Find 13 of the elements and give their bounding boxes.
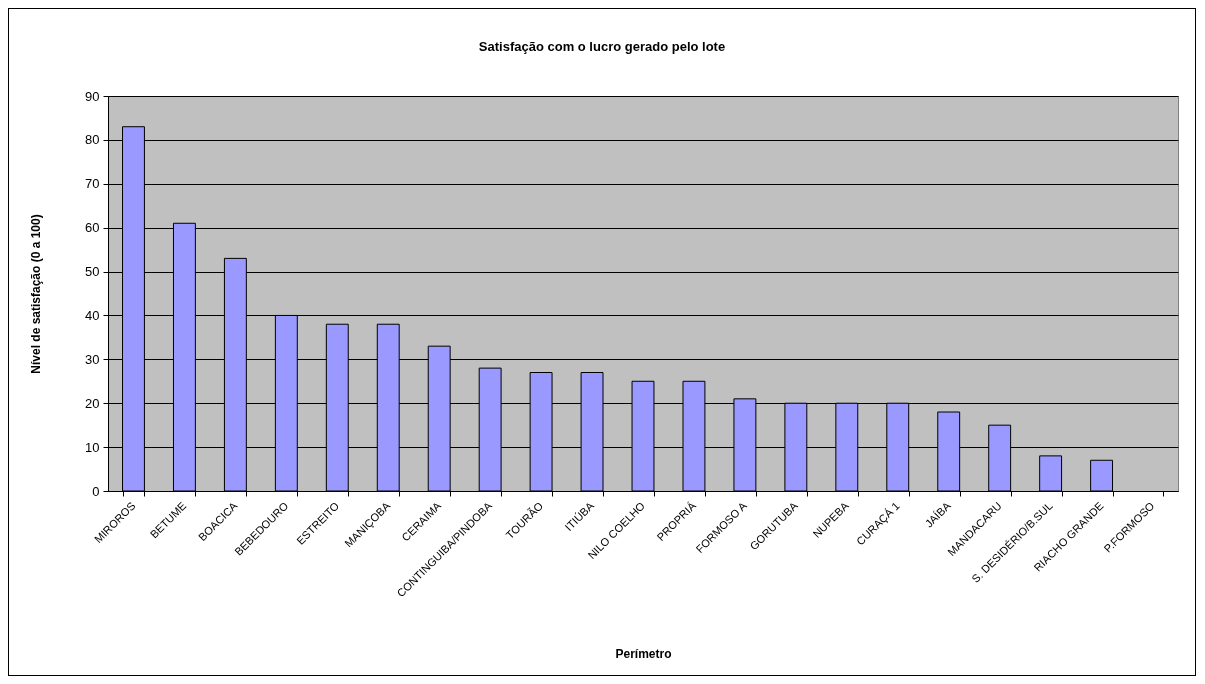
- y-tick-label: 80: [85, 132, 100, 148]
- x-axis-title: Perímetro: [615, 646, 672, 661]
- y-axis-title: Nível de satisfação (0 a 100): [28, 214, 43, 374]
- y-tick-label: 30: [85, 351, 100, 367]
- y-tick-label: 70: [85, 176, 100, 192]
- y-tick-label: 0: [92, 483, 100, 499]
- y-tick-label: 10: [85, 439, 100, 455]
- y-tick-label: 50: [85, 264, 100, 280]
- y-tick-label: 40: [85, 307, 100, 323]
- y-tick-label: 90: [85, 88, 100, 104]
- y-tick-label: 20: [85, 395, 100, 411]
- y-tick-label: 60: [85, 220, 100, 236]
- chart-title: Satisfação com o lucro gerado pelo lote: [478, 39, 726, 54]
